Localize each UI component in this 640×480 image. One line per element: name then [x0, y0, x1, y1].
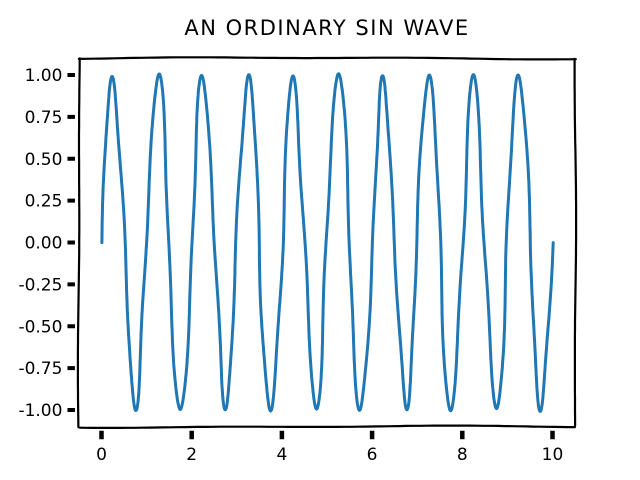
y-tick-label: 1.00	[25, 66, 63, 86]
x-tick-label: 2	[186, 445, 197, 465]
sine-line	[100, 72, 555, 413]
axis-spine-left	[76, 57, 81, 429]
axis-spine-bottom	[78, 424, 576, 429]
x-tick-label: 4	[276, 445, 287, 465]
x-tick-label: 10	[542, 445, 564, 465]
axis-spine-top	[77, 56, 577, 61]
x-tick-label: 8	[457, 445, 468, 465]
y-tick-label: 0.25	[25, 192, 63, 212]
x-tick-label: 0	[96, 445, 107, 465]
y-tick-label: 0.75	[25, 108, 63, 128]
x-tick-label: 6	[367, 445, 378, 465]
y-tick-label: -0.25	[18, 275, 62, 295]
y-tick-label: 0.50	[25, 150, 63, 170]
axis-spine-right	[573, 57, 578, 427]
y-tick-label: -0.75	[18, 359, 62, 379]
y-tick-label: -1.00	[18, 401, 62, 421]
chart-title: AN ORDINARY SIN WAVE	[184, 16, 470, 40]
y-tick-label: 0.00	[25, 234, 63, 254]
y-tick-label: -0.50	[18, 317, 62, 337]
